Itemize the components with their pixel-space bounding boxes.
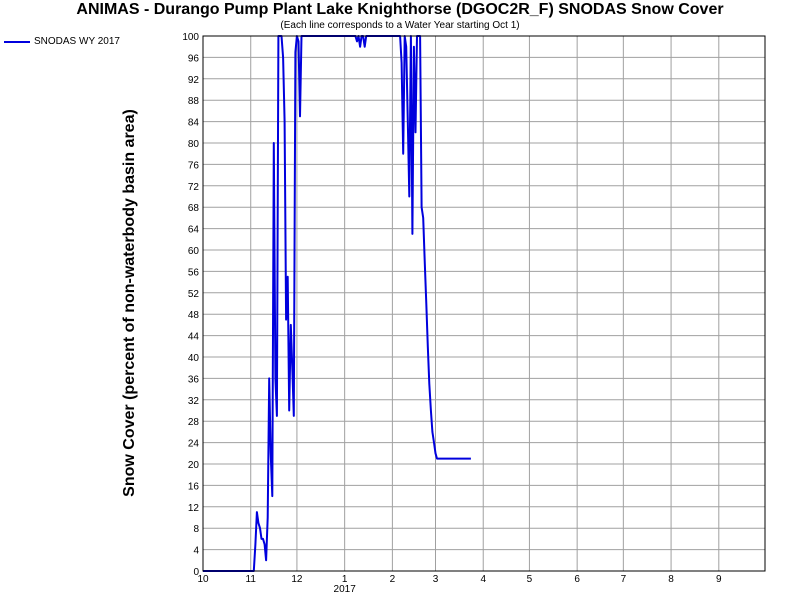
- y-tick-label: 48: [188, 310, 200, 321]
- y-tick-label: 100: [182, 32, 199, 43]
- y-tick-label: 4: [193, 546, 199, 557]
- x-tick-label: 11: [246, 574, 257, 585]
- x-tick-label: 2: [390, 574, 396, 585]
- x-tick-label: 6: [574, 574, 580, 585]
- x-tick-label: 10: [197, 574, 209, 585]
- legend-swatch: [4, 40, 30, 43]
- x-tick-label: 9: [716, 574, 722, 585]
- chart-subtitle: (Each line corresponds to a Water Year s…: [280, 20, 520, 31]
- y-tick-label: 76: [188, 160, 200, 171]
- y-tick-label: 92: [188, 75, 200, 86]
- series-line: [203, 35, 471, 572]
- y-tick-label: 80: [188, 139, 200, 150]
- x-tick-label: 5: [527, 574, 533, 585]
- y-tick-label: 16: [188, 481, 200, 492]
- x-tick-label: 4: [480, 574, 486, 585]
- x-tick-label: 12: [291, 574, 303, 585]
- y-tick-label: 12: [188, 503, 200, 514]
- y-tick-label: 56: [188, 267, 200, 278]
- x-year-label: 2017: [334, 584, 357, 595]
- chart-title: ANIMAS - Durango Pump Plant Lake Knighth…: [76, 1, 724, 18]
- y-tick-label: 36: [188, 374, 200, 385]
- legend: SNODAS WY 2017: [4, 36, 120, 47]
- y-tick-label: 0: [193, 567, 199, 578]
- x-tick-label: 7: [621, 574, 627, 585]
- y-tick-label: 44: [188, 332, 200, 343]
- y-tick-label: 52: [188, 289, 200, 300]
- y-tick-label: 20: [188, 460, 200, 471]
- y-tick-label: 68: [188, 203, 200, 214]
- y-tick-label: 64: [188, 225, 200, 236]
- y-tick-label: 24: [188, 439, 200, 450]
- x-tick-label: 1: [342, 574, 348, 585]
- y-tick-label: 8: [193, 524, 199, 535]
- y-tick-label: 28: [188, 417, 200, 428]
- legend-label: SNODAS WY 2017: [34, 36, 120, 47]
- x-tick-label: 8: [668, 574, 674, 585]
- y-tick-label: 88: [188, 96, 200, 107]
- x-tick-label: 3: [433, 574, 439, 585]
- y-tick-label: 84: [188, 118, 200, 129]
- y-tick-label: 40: [188, 353, 200, 364]
- y-tick-label: 72: [188, 182, 200, 193]
- y-tick-label: 32: [188, 396, 200, 407]
- plot-frame: [202, 35, 766, 572]
- y-tick-label: 96: [188, 53, 200, 64]
- y-tick-label: 60: [188, 246, 200, 257]
